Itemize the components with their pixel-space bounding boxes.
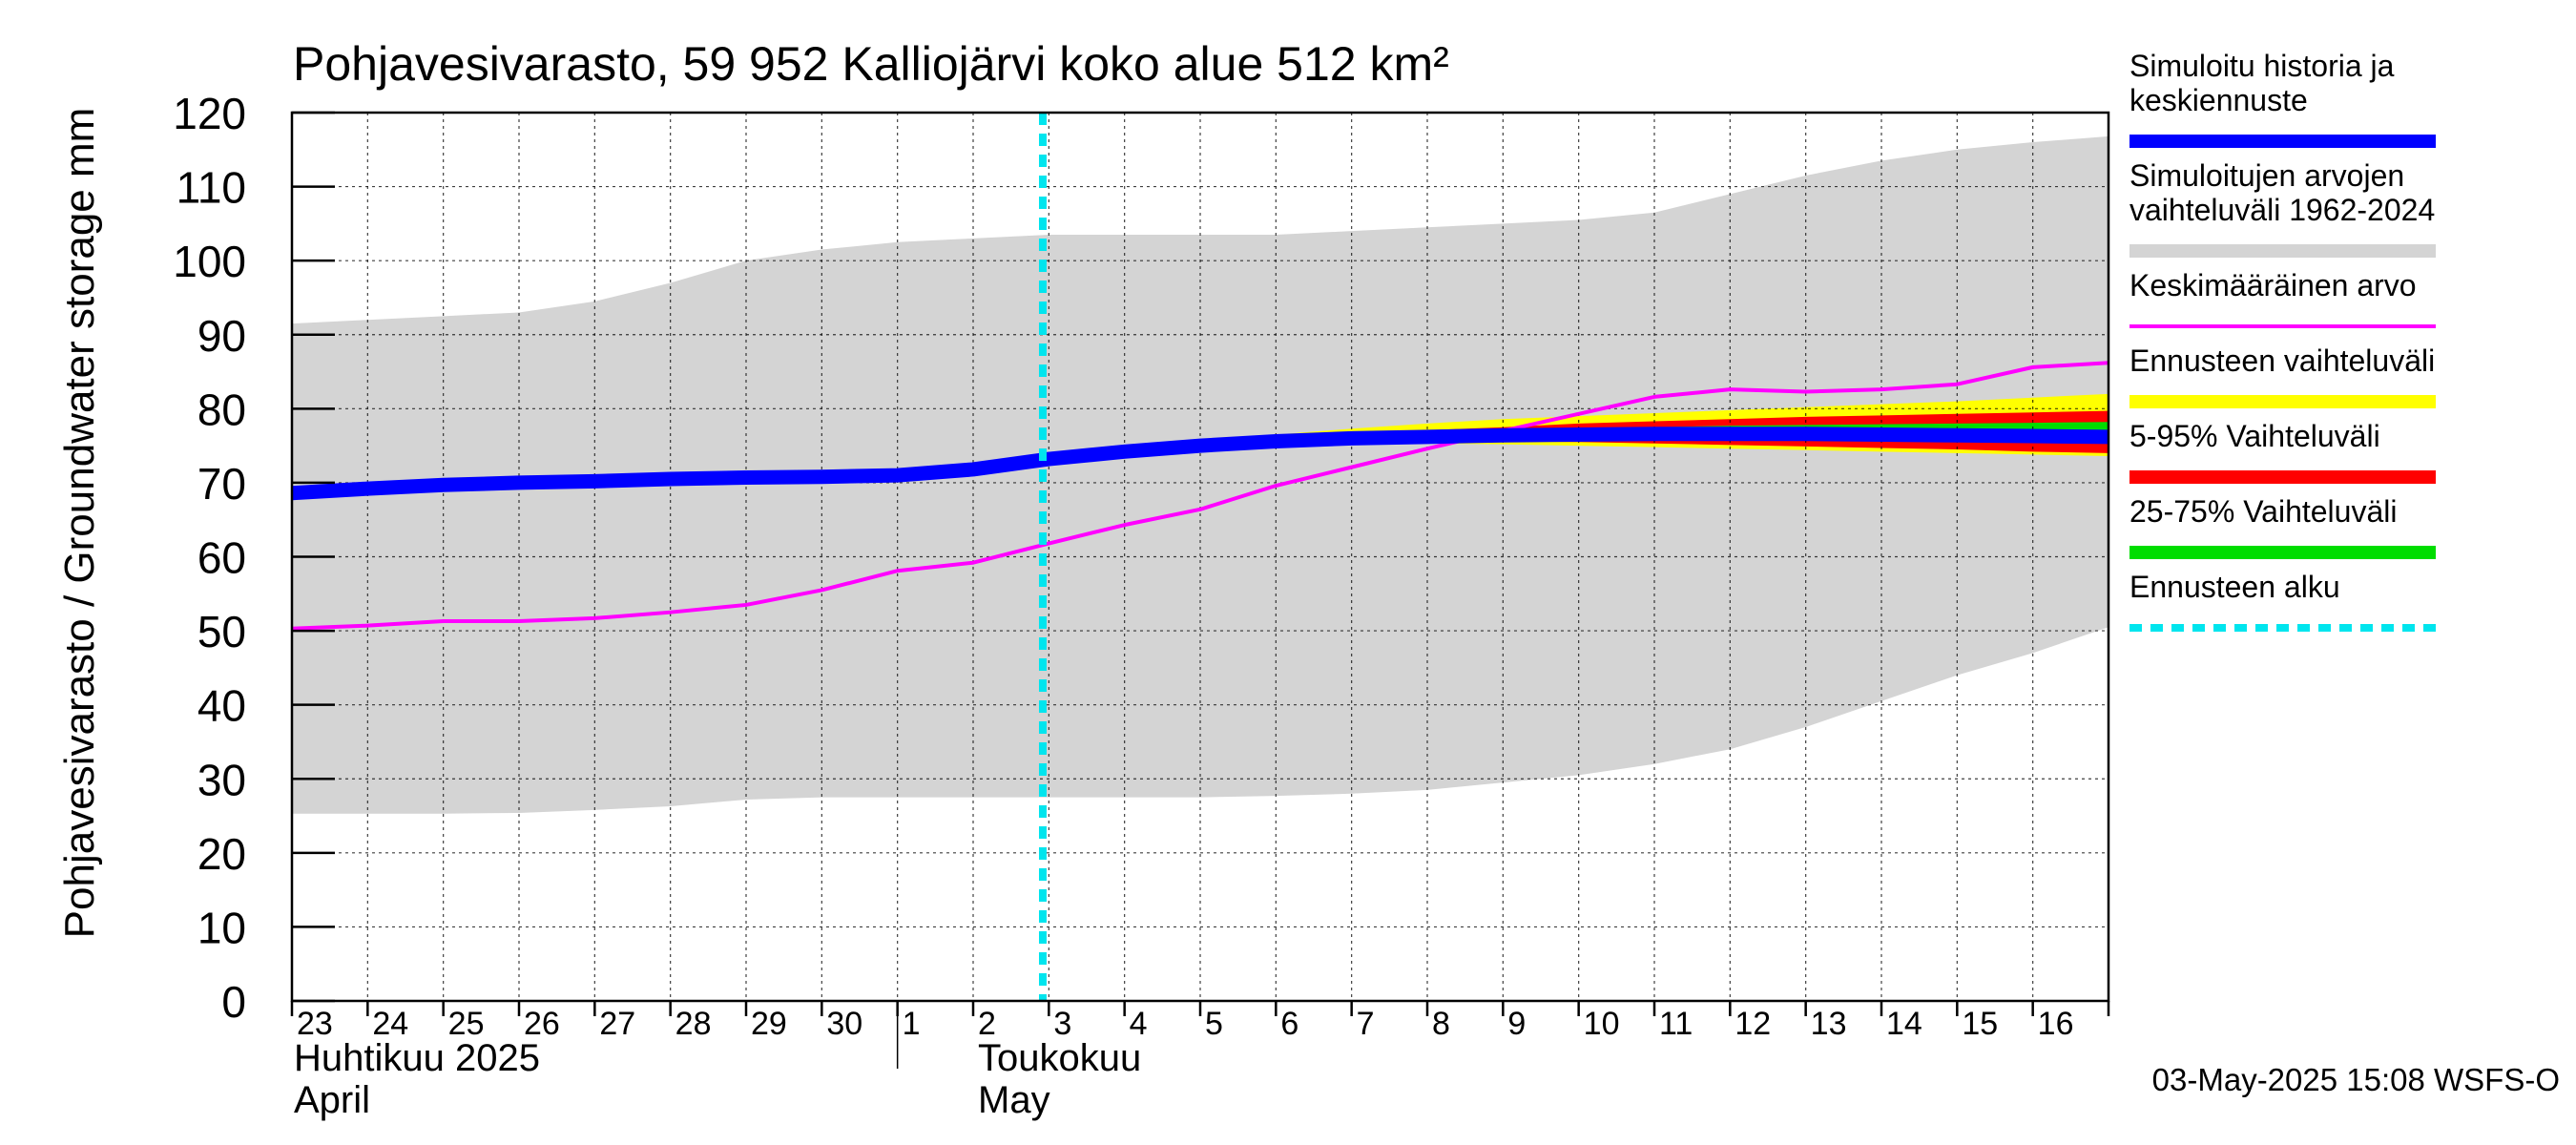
month-label-en: May — [978, 1079, 1050, 1121]
legend-label: keskiennuste — [2129, 83, 2308, 117]
x-tick-label: 16 — [2038, 1006, 2074, 1042]
legend-label: vaihteluväli 1962-2024 — [2129, 193, 2435, 227]
x-tick-label: 11 — [1659, 1006, 1693, 1042]
series-line-mean — [291, 361, 2109, 631]
y-tick-label: 40 — [197, 681, 246, 731]
y-tick-label: 50 — [197, 607, 246, 656]
x-tick-label: 15 — [1962, 1006, 1998, 1042]
legend-label: 25-75% Vaihteluväli — [2129, 494, 2397, 529]
month-label-fi: Toukokuu — [978, 1037, 1141, 1079]
y-axis-label: Pohjavesivarasto / Groundwater storage m… — [56, 108, 103, 939]
x-tick-label: 10 — [1584, 1006, 1620, 1042]
y-tick-label: 60 — [197, 533, 246, 583]
x-tick-label: 25 — [448, 1006, 485, 1042]
x-tick-label: 27 — [599, 1006, 635, 1042]
x-tick-label: 8 — [1432, 1006, 1450, 1042]
y-tick-label: 70 — [197, 459, 246, 509]
y-tick-label: 120 — [173, 89, 246, 138]
x-tick-label: 26 — [524, 1006, 560, 1042]
series-line-simulated — [291, 427, 2109, 501]
x-tick-label: 23 — [297, 1006, 333, 1042]
legend-label: Ennusteen vaihteluväli — [2129, 344, 2435, 378]
x-tick-label: 4 — [1130, 1006, 1148, 1042]
x-tick-label: 3 — [1053, 1006, 1071, 1042]
x-tick-label: 1 — [903, 1006, 921, 1042]
month-label-en: April — [294, 1079, 370, 1121]
x-tick-label: 7 — [1357, 1006, 1375, 1042]
x-tick-label: 28 — [675, 1006, 712, 1042]
y-tick-label: 100 — [173, 237, 246, 286]
x-tick-label: 5 — [1205, 1006, 1223, 1042]
x-tick-label: 6 — [1280, 1006, 1298, 1042]
legend-label: 5-95% Vaihteluväli — [2129, 419, 2380, 453]
x-tick-label: 13 — [1811, 1006, 1847, 1042]
chart-title: Pohjavesivarasto, 59 952 Kalliojärvi kok… — [293, 37, 1449, 91]
plot-area — [291, 113, 2109, 1001]
footer-timestamp: 03-May-2025 15:08 WSFS-O — [2152, 1062, 2560, 1097]
y-tick-label: 20 — [197, 829, 246, 879]
legend-label: Keskimääräinen arvo — [2129, 268, 2417, 302]
x-tick-label: 9 — [1507, 1006, 1526, 1042]
month-label-fi: Huhtikuu 2025 — [294, 1037, 540, 1079]
x-tick-label: 30 — [826, 1006, 862, 1042]
x-tick-label: 24 — [372, 1006, 408, 1042]
y-tick-label: 90 — [197, 311, 246, 361]
x-tick-label: 2 — [978, 1006, 996, 1042]
x-tick-label: 29 — [751, 1006, 787, 1042]
y-tick-label: 110 — [177, 163, 246, 213]
x-tick-label: 14 — [1886, 1006, 1922, 1042]
y-tick-label: 0 — [221, 977, 246, 1027]
x-tick-label: 12 — [1735, 1006, 1771, 1042]
legend-label: Simuloitujen arvojen — [2129, 158, 2404, 193]
y-tick-label: 30 — [197, 755, 246, 804]
y-tick-label: 10 — [197, 903, 246, 952]
legend-label: Simuloitu historia ja — [2129, 49, 2395, 83]
legend-label: Ennusteen alku — [2129, 570, 2340, 604]
y-tick-label: 80 — [197, 385, 246, 434]
